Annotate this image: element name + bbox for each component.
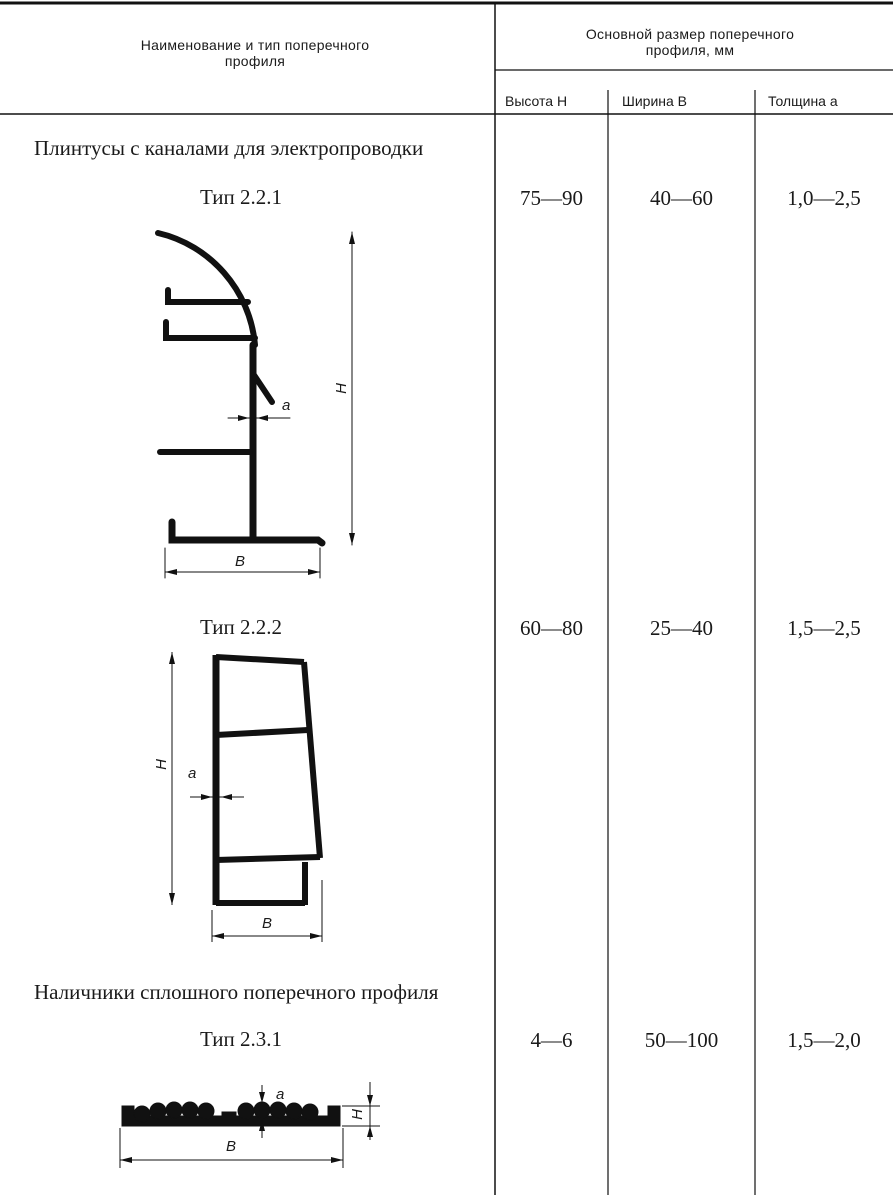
header-name-column: Наименование и тип поперечного профиля [140,37,370,69]
dim-a-2-2-1: a [282,397,291,414]
type-2-2-2-width: 25—40 [650,616,713,640]
type-2-2-1-thickness: 1,0—2,5 [787,186,861,210]
type-2-2-1-height: 75—90 [520,186,583,210]
type-2-3-1-thickness: 1,5—2,0 [787,1028,861,1052]
type-2-2-2-thickness: 1,5—2,5 [787,616,861,640]
dim-b-2-2-2: B [262,915,273,932]
dim-b-2-2-1: B [235,553,246,570]
type-2-3-1-width: 50—100 [644,1028,719,1052]
type-2-2-2-label: Тип 2.2.2 [200,615,283,639]
dim-a-2-3-1: a [276,1086,285,1103]
type-2-2-1-label: Тип 2.2.1 [200,185,283,209]
section-title-baseboards: Плинтусы с каналами для электропроводки [34,136,424,160]
dim-b-2-3-1: B [226,1138,237,1155]
section-title-casings: Наличники сплошного поперечного профиля [34,980,439,1004]
type-2-3-1-height: 4—6 [530,1028,573,1052]
header-width-column: Ширина B [622,93,688,109]
header-height-column: Высота H [505,93,568,109]
dim-a-2-2-2: a [188,765,197,782]
header-size-group: Основной размер поперечного профиля, мм [585,26,795,58]
header-thickness-column: Толщина a [768,93,838,109]
type-2-2-1-width: 40—60 [650,186,713,210]
type-2-2-2-height: 60—80 [520,616,583,640]
type-2-3-1-label: Тип 2.3.1 [200,1027,283,1051]
dim-h-2-3-1: H [348,1109,366,1120]
